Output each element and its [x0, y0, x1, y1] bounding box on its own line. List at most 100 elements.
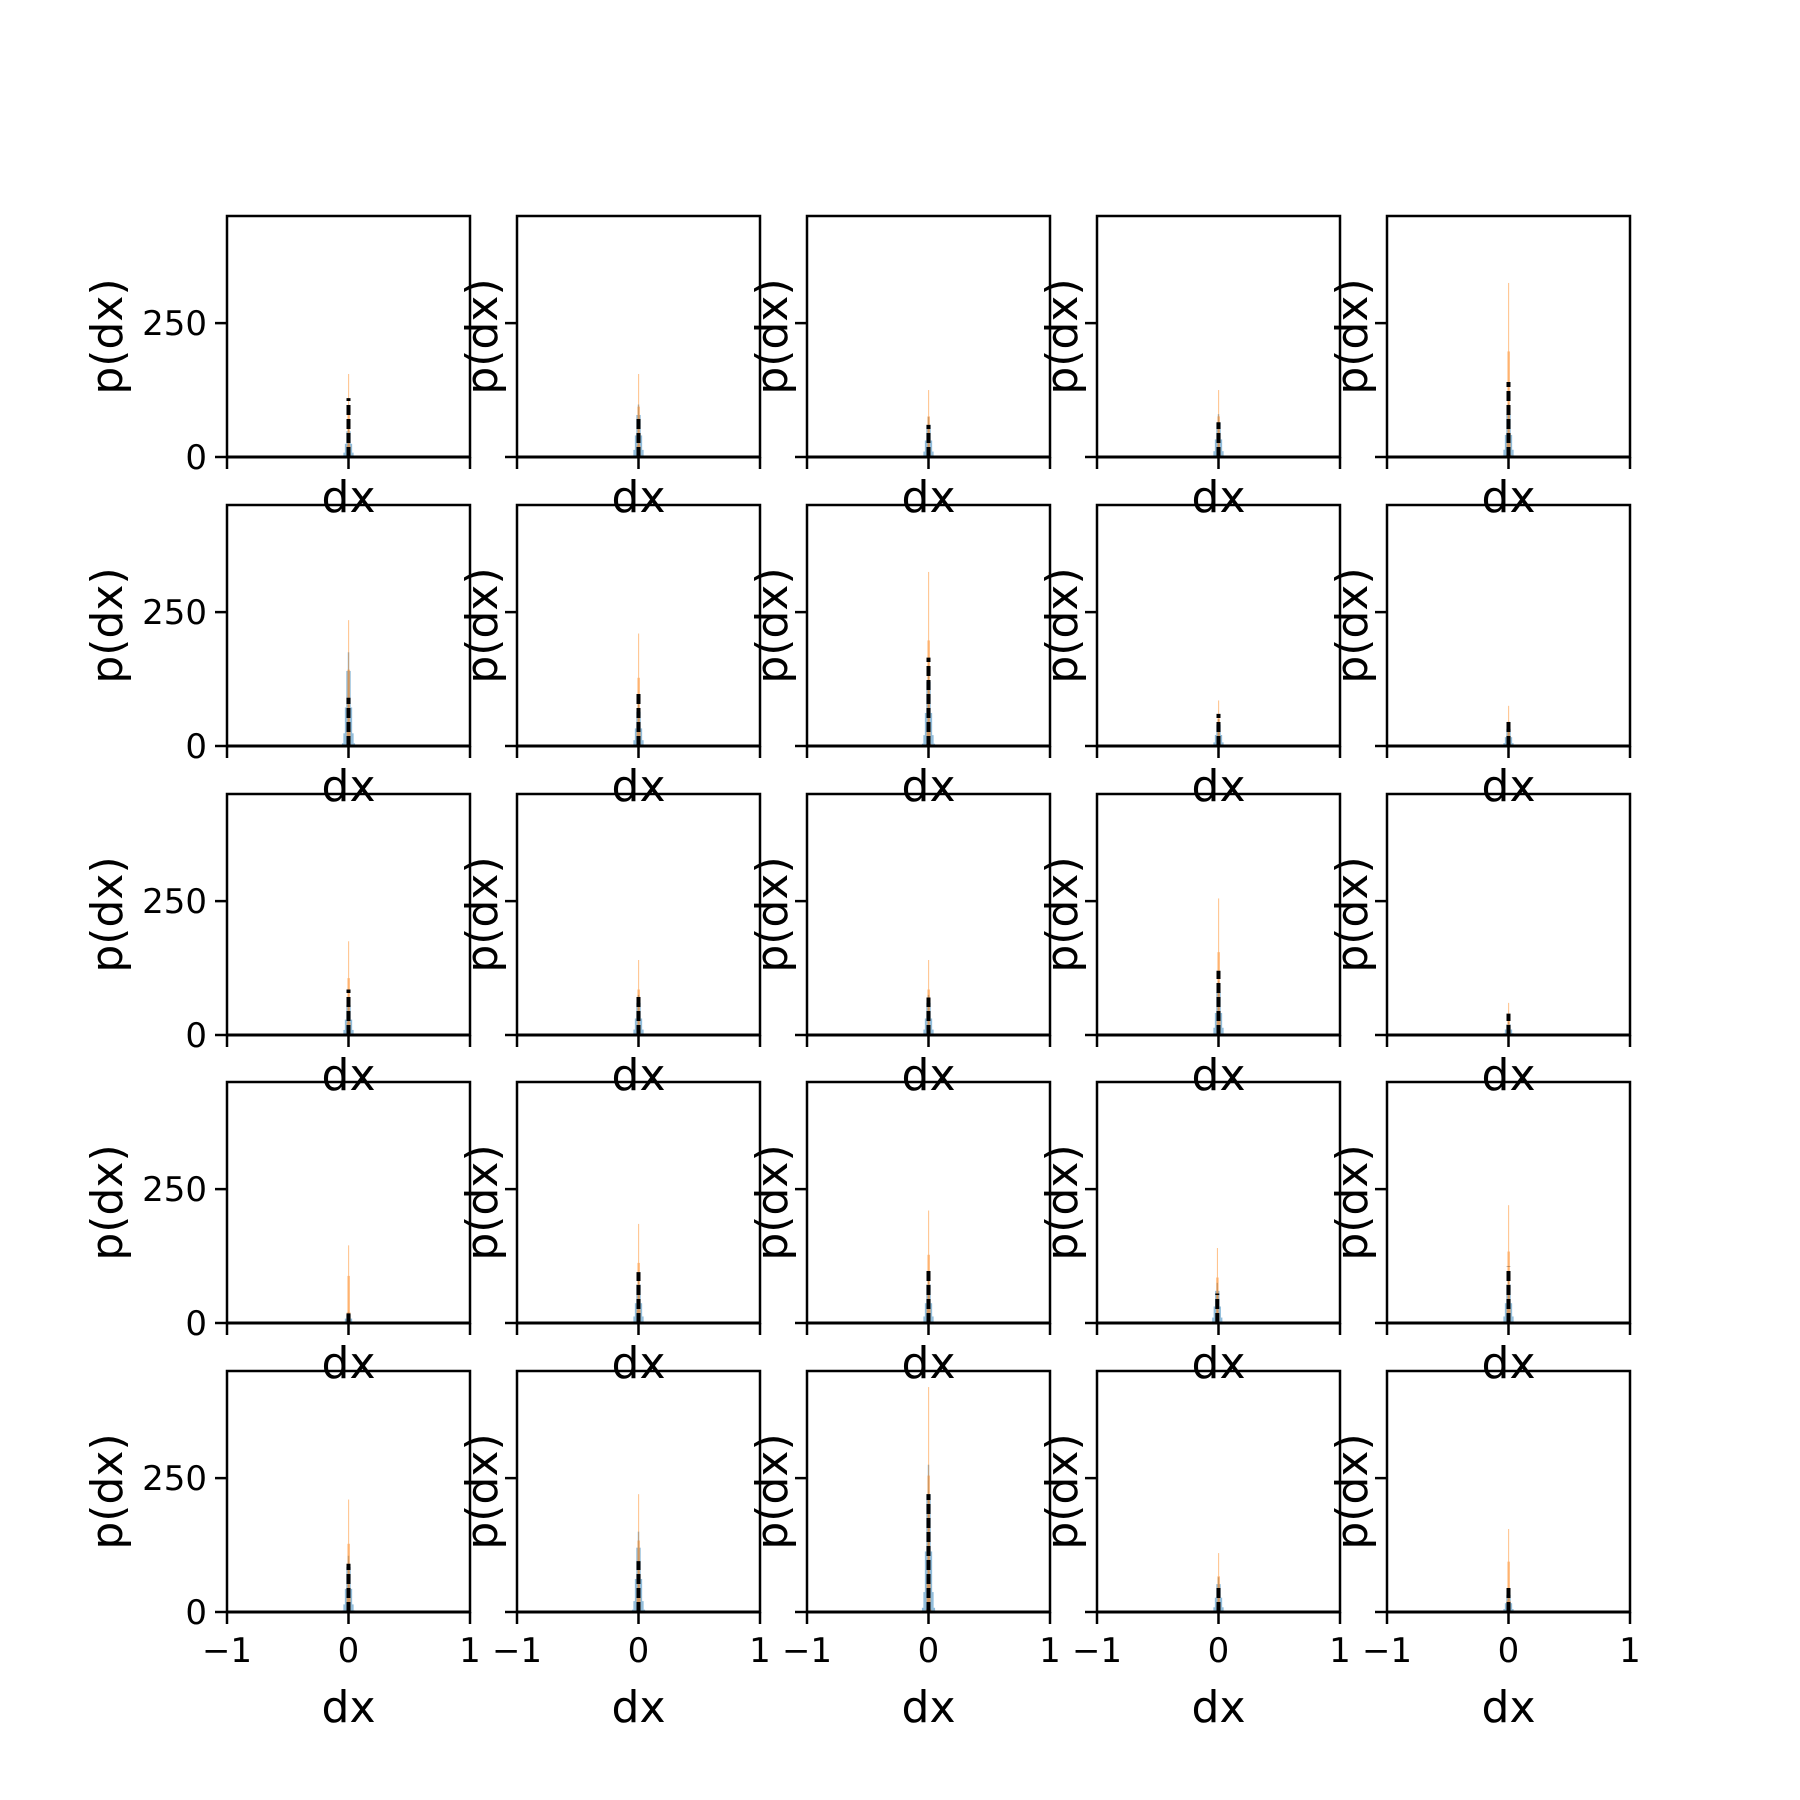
blue-bar	[640, 1018, 643, 1035]
blue-bar	[642, 740, 644, 746]
y-tick-label: 0	[185, 1016, 207, 1056]
blue-bar	[642, 1316, 644, 1323]
x-tick-label: −1	[1362, 1631, 1412, 1671]
y-axis-label: p(dx)	[1037, 1433, 1088, 1549]
x-axis-label: dx	[1192, 472, 1246, 523]
orange-bar	[1508, 351, 1510, 457]
panel-r4-c3: −1 0 1 dx p(dx)	[1037, 1369, 1351, 1733]
panel-r4-c2: −1 0 1 dx p(dx)	[747, 1369, 1061, 1733]
blue-bar	[633, 1601, 635, 1612]
panel-r1-c0: 0 250 dx p(dx)	[82, 503, 472, 812]
x-axis-label: dx	[902, 1050, 956, 1101]
blue-bar	[932, 1316, 934, 1323]
blue-bar	[350, 1588, 353, 1612]
panel-r0-c2: dx p(dx)	[747, 214, 1052, 523]
x-axis-label: dx	[1192, 1682, 1246, 1733]
panel-r1-c2: dx p(dx)	[747, 503, 1052, 812]
y-tick-label: 250	[142, 882, 207, 922]
y-axis-label: p(dx)	[82, 1433, 133, 1549]
x-tick-label: 0	[628, 1631, 650, 1671]
blue-bar	[1504, 1303, 1507, 1323]
orange-bar	[348, 1275, 350, 1323]
orange-bar	[638, 633, 640, 746]
panel-r2-c2: dx p(dx)	[747, 792, 1052, 1101]
blue-bar	[1222, 1027, 1224, 1035]
blue-bar	[640, 1303, 643, 1323]
orange-bar	[927, 640, 929, 746]
x-tick-label: −1	[782, 1631, 832, 1671]
blue-bar	[1220, 734, 1223, 746]
orange-bar	[1508, 721, 1510, 746]
y-axis-label: p(dx)	[1037, 856, 1088, 972]
orange-bar	[1507, 351, 1509, 457]
y-tick-label: 250	[142, 1170, 207, 1210]
x-tick-label: 1	[1329, 1631, 1351, 1671]
orange-bar	[1506, 433, 1508, 457]
panel-r2-c4: dx p(dx)	[1327, 792, 1632, 1101]
blue-bar	[1214, 1012, 1217, 1035]
blue-bar	[1222, 742, 1224, 746]
blue-bar	[352, 452, 354, 457]
x-axis-label: dx	[322, 472, 376, 523]
x-axis-label: dx	[902, 1682, 956, 1733]
blue-bar	[350, 707, 353, 746]
blue-bar	[640, 1578, 643, 1612]
blue-bar	[1222, 1607, 1224, 1612]
y-axis-label: p(dx)	[82, 1144, 133, 1260]
y-axis-label: p(dx)	[1037, 567, 1088, 683]
orange-bar	[637, 406, 639, 457]
blue-bar	[634, 728, 637, 746]
panel-r1-c4: dx p(dx)	[1327, 503, 1632, 812]
panel-r0-c3: dx p(dx)	[1037, 214, 1342, 523]
x-tick-label: 1	[459, 1631, 481, 1671]
panel-r2-c0: 0 250 dx p(dx)	[82, 792, 472, 1101]
x-tick-label: 1	[1039, 1631, 1061, 1671]
x-axis-label: dx	[612, 1050, 666, 1101]
x-tick-label: −1	[492, 1631, 542, 1671]
orange-bar	[348, 620, 350, 746]
x-axis-label: dx	[1482, 761, 1536, 812]
blue-bar	[1504, 1603, 1507, 1612]
blue-bar	[634, 435, 637, 457]
blue-bar	[642, 1601, 644, 1612]
blue-bar	[1216, 724, 1218, 746]
blue-bar	[633, 449, 635, 457]
blue-bar	[1212, 1317, 1214, 1323]
blue-bar	[924, 712, 927, 746]
blue-bar	[1219, 1584, 1221, 1612]
orange-bar	[1218, 952, 1220, 1035]
x-axis-label: dx	[322, 1338, 376, 1389]
blue-bar	[344, 1318, 347, 1323]
x-tick-label: 0	[1498, 1631, 1520, 1671]
y-tick-label: 0	[185, 727, 207, 767]
orange-bar	[1218, 718, 1220, 746]
y-axis-label: p(dx)	[747, 278, 798, 394]
panel-r3-c1: dx p(dx)	[457, 1080, 762, 1389]
orange-bar	[928, 390, 930, 457]
blue-bar	[1214, 734, 1217, 746]
blue-bar	[343, 452, 345, 457]
panel-r4-c1: −1 0 1 dx p(dx)	[457, 1369, 771, 1733]
blue-bar	[352, 733, 354, 746]
x-tick-label: 1	[749, 1631, 771, 1671]
panel-r1-c3: dx p(dx)	[1037, 503, 1342, 812]
y-axis-label: p(dx)	[747, 1144, 798, 1260]
blue-bar	[344, 1019, 347, 1035]
orange-bar	[926, 722, 928, 746]
orange-bar	[1508, 1561, 1510, 1612]
blue-bar	[1220, 439, 1223, 457]
orange-bar	[1218, 1553, 1220, 1612]
blue-bar	[923, 1029, 925, 1035]
orange-bar	[1217, 718, 1219, 746]
blue-bar	[1510, 737, 1513, 746]
blue-bar	[1213, 451, 1215, 457]
y-axis-label: p(dx)	[457, 856, 508, 972]
blue-bar	[932, 735, 934, 746]
blue-bar	[640, 728, 643, 746]
blue-bar	[352, 1604, 354, 1612]
blue-bar	[634, 1578, 637, 1612]
blue-bar	[350, 443, 353, 457]
blue-bar	[921, 1607, 924, 1612]
blue-bar	[1510, 1303, 1513, 1323]
y-axis-label: p(dx)	[747, 1433, 798, 1549]
